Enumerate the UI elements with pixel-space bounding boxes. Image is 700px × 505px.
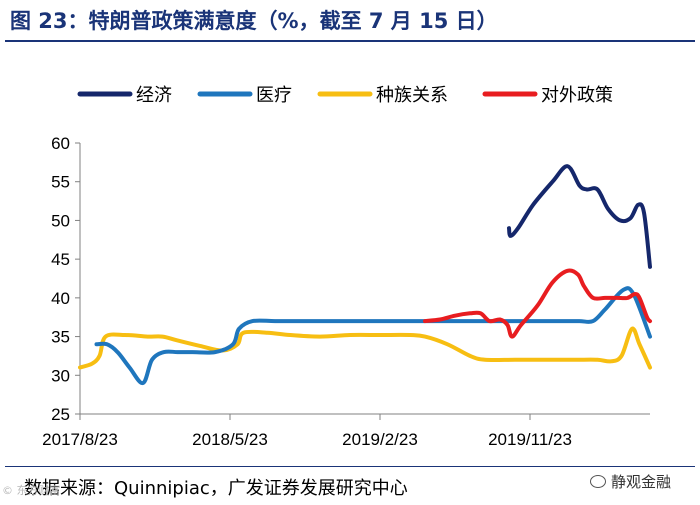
line-chart: 25 30 35 40 45 50 55 60 2017/8/23 2018/5/23 2019/2… [42, 85, 652, 449]
y-tick-label: 45 [51, 250, 70, 269]
source-note: 数据来源：Quinnipiac，广发证券发展研究中心 [24, 478, 408, 499]
watermark-text: 静观金融 [611, 473, 672, 491]
legend-race-relations-label: 种族关系 [376, 85, 448, 106]
legend-healthcare-label: 医疗 [256, 85, 292, 106]
watermark: 静观金融 [590, 471, 671, 492]
page-title: 图 23：特朗普政策满意度（%，截至 7 月 15 日） [10, 9, 498, 33]
y-tick-label: 30 [51, 366, 70, 385]
x-tick-label: 2019/11/23 [488, 430, 572, 449]
y-tick-label: 25 [51, 405, 70, 424]
series-line-healthcare [94, 286, 652, 386]
series-line-economy [507, 164, 652, 269]
y-tick-label: 60 [51, 134, 70, 153]
title-underline [5, 40, 695, 42]
y-tick-label: 35 [51, 328, 70, 347]
legend-economy-label: 经济 [136, 85, 172, 106]
y-tick-label: 55 [51, 173, 70, 192]
x-tick-label: 2018/5/23 [192, 430, 268, 449]
corner-mark: © 东方财富 [2, 484, 61, 497]
series-line-race-relations [78, 326, 652, 370]
footer-rule [5, 466, 695, 467]
x-tick-label: 2017/8/23 [42, 430, 118, 449]
y-tick-label: 50 [51, 211, 70, 230]
wechat-icon [590, 475, 606, 488]
series-line-foreign-policy [423, 268, 652, 339]
y-tick-label: 40 [51, 289, 70, 308]
legend-foreign-policy-label: 对外政策 [541, 85, 613, 106]
x-tick-label: 2019/2/23 [342, 430, 418, 449]
